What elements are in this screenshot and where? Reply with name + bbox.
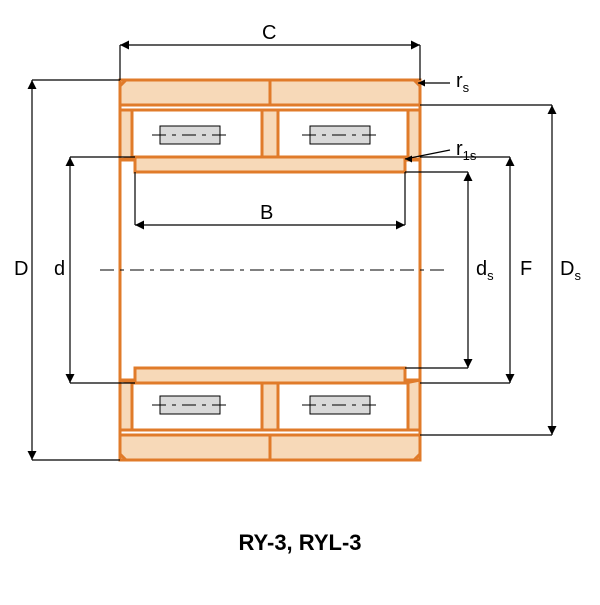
label-ds: ds xyxy=(476,258,494,283)
diagram-title: RY-3, RYL-3 xyxy=(0,530,600,556)
label-rs: rs xyxy=(456,70,469,95)
label-Ds: Ds xyxy=(560,258,581,283)
label-d: d xyxy=(54,258,65,281)
label-D: D xyxy=(14,258,28,281)
label-F: F xyxy=(520,258,532,281)
label-B: B xyxy=(260,202,273,225)
label-r1s: r1s xyxy=(456,138,476,163)
label-C: C xyxy=(262,22,276,45)
bearing-diagram xyxy=(0,0,600,600)
